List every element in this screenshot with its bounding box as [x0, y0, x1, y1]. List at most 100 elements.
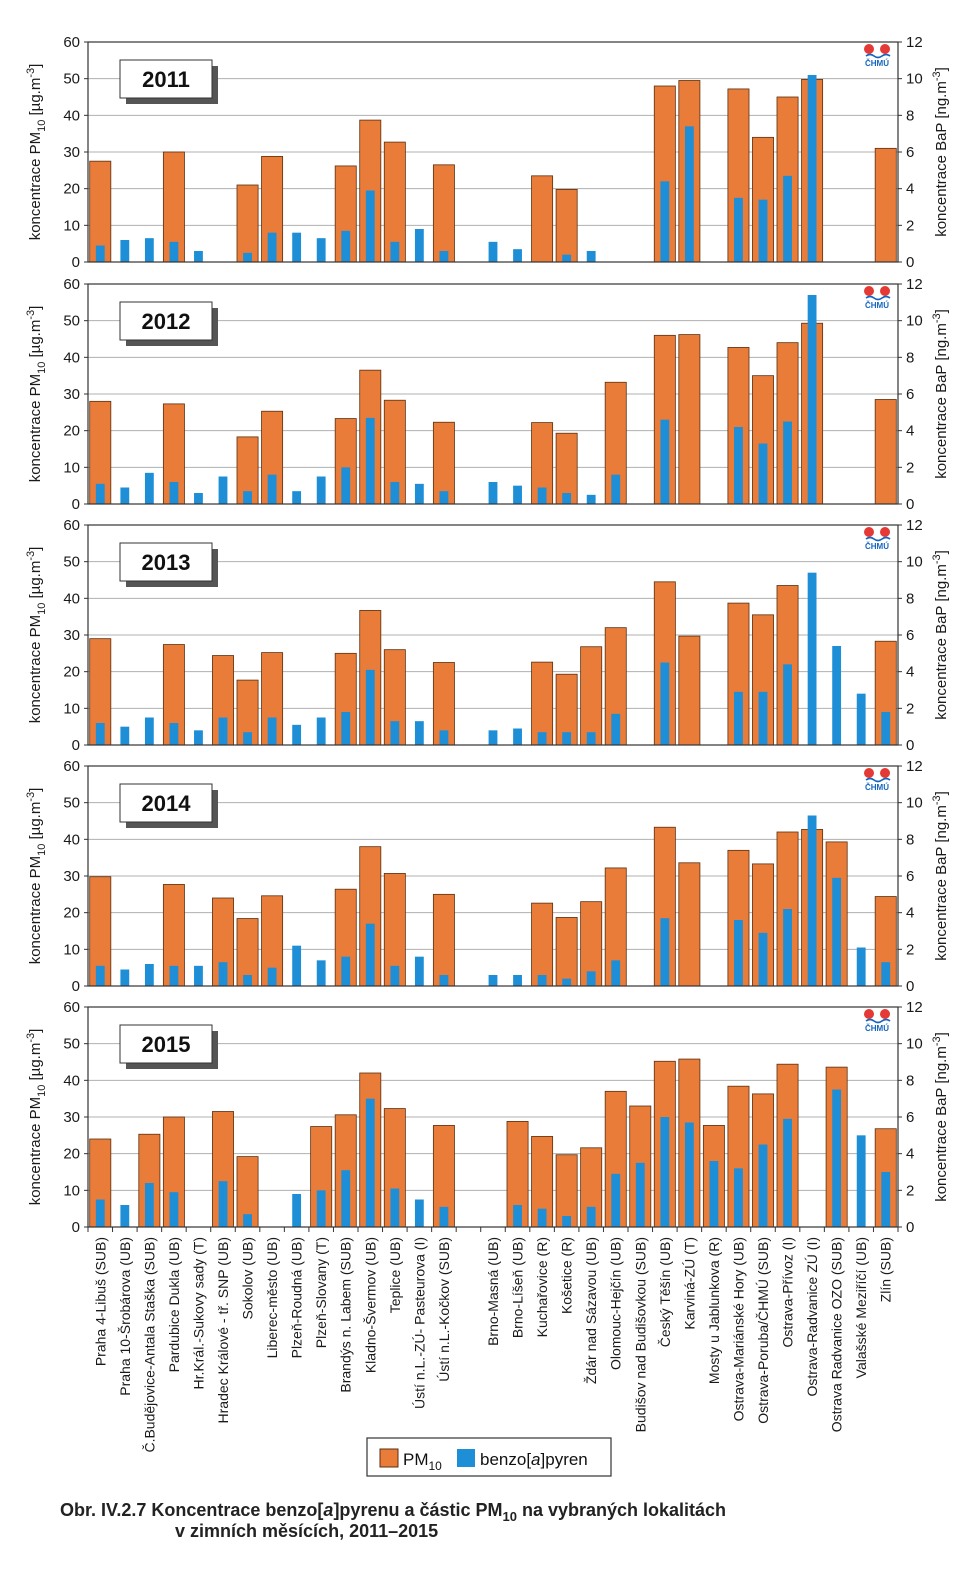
y-right-tick-label: 6 [906, 627, 914, 644]
caption-line-1: Obr. IV.2.7 Koncentrace benzo[a]pyrenu a… [60, 1500, 726, 1524]
y-right-tick-label: 2 [906, 700, 914, 717]
bar-bap [169, 965, 179, 986]
bar-bap [120, 1205, 130, 1227]
bar-bap [341, 1170, 351, 1227]
year-box [119, 542, 213, 582]
bar-bap [144, 717, 154, 745]
bar-bap [832, 646, 842, 745]
bar-bap [488, 241, 498, 262]
bar-bap [881, 712, 891, 745]
y-left-tick-label: 40 [63, 349, 80, 366]
legend-swatch-bap [457, 1449, 475, 1467]
bar-bap [758, 199, 768, 262]
y-right-tick-label: 6 [906, 1109, 914, 1126]
y-left-axis-label: koncentrace PM10 [µg.m-3] [25, 306, 48, 483]
y-right-tick-label: 0 [906, 737, 914, 754]
site-label: Ústí n.L.-ZÚ- Pasteurova (I) [411, 1237, 427, 1409]
chmu-logo: ČHMÚ [864, 1009, 891, 1033]
bar-bap [881, 1172, 891, 1227]
bar-bap [660, 181, 670, 262]
bar-bap [316, 717, 326, 745]
panel-2013: 0 0 10 2 20 4 30 6 40 8 50 10 60 12 2013 ČHMÚ koncentrac… [25, 517, 950, 754]
bar-bap [243, 252, 252, 262]
bar-bap [856, 693, 866, 745]
y-left-tick-label: 50 [63, 313, 80, 330]
bar-bap [439, 730, 449, 745]
bar-bap [414, 1199, 424, 1227]
bar-bap [758, 691, 768, 745]
caption-line-2: v zimních měsících, 2011–2015 [175, 1521, 438, 1541]
y-right-tick-label: 10 [906, 795, 923, 812]
bar-bap [734, 1168, 743, 1227]
site-label: Sokolov (UB) [240, 1237, 256, 1319]
y-left-tick-label: 30 [63, 868, 80, 885]
bar-bap [758, 932, 768, 986]
bar-bap [439, 1206, 449, 1227]
bar-bap [513, 728, 522, 745]
y-left-tick-label: 20 [63, 423, 80, 440]
bar-bap [488, 975, 498, 986]
bar-bap [292, 491, 302, 504]
bar-pm10 [678, 635, 701, 746]
y-left-tick-label: 10 [63, 941, 80, 958]
site-label: Český Těšín (UB) [657, 1237, 673, 1347]
year-box [119, 301, 213, 341]
bar-bap [439, 251, 449, 262]
bar-bap [660, 662, 670, 745]
bar-bap [120, 969, 130, 986]
y-right-axis-label: koncentrace BaP [ng.m-3] [931, 67, 950, 237]
svg-text:ČHMÚ: ČHMÚ [865, 301, 889, 310]
bar-bap [316, 476, 326, 504]
y-left-tick-label: 50 [63, 795, 80, 812]
site-label: Kuchařovice (R) [534, 1237, 550, 1337]
bar-bap [292, 724, 302, 745]
chmu-logo: ČHMÚ [864, 527, 891, 551]
bar-bap [390, 721, 400, 745]
bar-bap [341, 230, 351, 262]
bar-bap [684, 126, 694, 262]
y-right-axis-label: koncentrace BaP [ng.m-3] [931, 550, 950, 720]
bar-bap [734, 427, 743, 504]
bar-bap [611, 960, 621, 986]
y-left-tick-label: 30 [63, 1109, 80, 1126]
panel-2015: 0 0 10 2 20 4 30 6 40 8 50 10 60 12 2015 ČHMÚ koncentrac… [25, 999, 950, 1236]
site-label: Ždár nad Sázavou (UB) [583, 1237, 599, 1384]
bar-bap [292, 1194, 302, 1227]
y-left-tick-label: 30 [63, 386, 80, 403]
bar-bap [218, 717, 228, 745]
bar-pm10 [580, 646, 603, 746]
y-left-tick-label: 60 [63, 758, 80, 775]
y-left-tick-label: 30 [63, 144, 80, 161]
y-left-tick-label: 60 [63, 276, 80, 293]
bar-bap [660, 918, 670, 986]
site-label: Plzeň-Slovany (T) [313, 1237, 329, 1348]
y-left-tick-label: 10 [63, 217, 80, 234]
y-right-tick-label: 8 [906, 590, 914, 607]
site-label: Mosty u Jablunkova (R) [706, 1237, 722, 1384]
site-label: Ústí n.L.-Kočkov (SUB) [436, 1237, 452, 1382]
chmu-logo: ČHMÚ [864, 768, 891, 792]
bar-bap [807, 295, 817, 504]
y-left-tick-label: 20 [63, 905, 80, 922]
plot-frame [87, 283, 899, 505]
y-left-tick-label: 0 [72, 978, 80, 995]
legend-swatch-pm10 [379, 1448, 399, 1468]
bar-pm10 [432, 164, 455, 263]
bar-bap [267, 232, 277, 262]
bar-bap [562, 732, 572, 745]
plot-frame [87, 1006, 899, 1228]
bar-bap [144, 472, 154, 504]
y-right-tick-label: 2 [906, 217, 914, 234]
bar-bap [783, 909, 792, 986]
bar-bap [513, 975, 522, 986]
bar-bap [783, 664, 792, 745]
y-left-tick-label: 60 [63, 517, 80, 534]
y-left-tick-label: 20 [63, 181, 80, 198]
site-label: Valašské Meziříčí (UB) [853, 1237, 869, 1378]
y-left-tick-label: 30 [63, 627, 80, 644]
site-label: Kladno-Švermov (UB) [362, 1237, 378, 1373]
y-right-tick-label: 4 [906, 181, 914, 198]
y-right-tick-label: 12 [906, 34, 923, 51]
bar-bap [243, 732, 252, 745]
